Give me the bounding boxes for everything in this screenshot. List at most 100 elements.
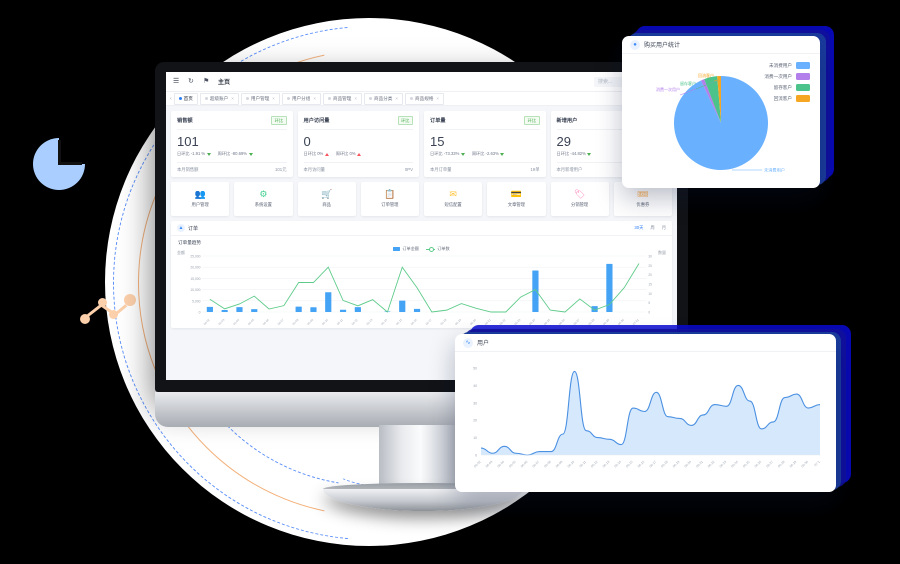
svg-text:10: 10 <box>473 436 477 440</box>
delta: 日环比 -44.82% <box>557 151 592 157</box>
tab-dot-icon <box>178 97 182 100</box>
tab-2[interactable]: 用户管理 × <box>240 92 280 105</box>
hamburger-icon[interactable]: ☰ <box>173 77 180 85</box>
footer-value: 0PV <box>404 167 413 172</box>
shortcut-文章管理[interactable]: 💳 文章管理 <box>487 182 546 216</box>
tab-dot-icon <box>245 97 249 100</box>
tab-6[interactable]: 商品规格 × <box>405 92 445 105</box>
shortcut-短信配置[interactable]: ✉ 短信配置 <box>424 182 483 216</box>
svg-text:40: 40 <box>473 384 477 388</box>
pie-legend-item[interactable]: 消费一次用户 <box>764 73 810 80</box>
svg-text:5,000: 5,000 <box>192 299 200 303</box>
shortcut-分销管理[interactable]: 🏷 分销管理 <box>550 182 609 216</box>
pie-legend-label: 回流客户 <box>773 95 792 101</box>
pie-legend-swatch <box>796 84 810 91</box>
svg-text:06-12: 06-12 <box>590 460 599 469</box>
shortcut-订单管理[interactable]: 📋 订单管理 <box>360 182 419 216</box>
decorative-scatter-icon <box>78 288 140 330</box>
app-topbar: ☰ ↻ ⚑ 主页 搜索... <box>166 72 677 92</box>
stat-card-row: 销售额 环比 101 日环比 -1.91 % 周环比 -80.69% 本月销售额 101元 用… <box>171 111 672 177</box>
pie-legend-swatch <box>796 62 810 69</box>
svg-text:06-08: 06-08 <box>291 318 299 326</box>
tab-3[interactable]: 用户分组 × <box>281 92 321 105</box>
tab-5[interactable]: 商品分类 × <box>364 92 404 105</box>
home-icon[interactable]: ⚑ <box>203 77 210 85</box>
close-icon[interactable]: × <box>436 96 440 101</box>
shortcut-系统设置[interactable]: ⚙ 系统设置 <box>234 182 293 216</box>
cart-icon: 🛒 <box>321 189 333 199</box>
close-icon[interactable]: × <box>354 96 357 101</box>
svg-text:10: 10 <box>648 292 652 296</box>
svg-text:15,000: 15,000 <box>190 277 200 281</box>
pie-popup-header: ● 购买用户统计 <box>622 36 820 54</box>
range-tab-月[interactable]: 月 <box>661 225 666 230</box>
stat-card-deltas: 日环比 -44.82% <box>557 151 667 162</box>
legend-item-amount[interactable]: 订单金额 <box>393 246 419 252</box>
stat-card-footer: 本月订单量 19单 <box>430 162 540 177</box>
close-icon[interactable]: × <box>313 96 316 101</box>
svg-text:回流客户: 回流客户 <box>698 72 714 78</box>
y-axis-right-label: 数量 <box>658 250 666 255</box>
svg-text:20,000: 20,000 <box>190 266 200 270</box>
svg-text:06-29: 06-29 <box>789 460 798 469</box>
range-tab-30天[interactable]: 30天 <box>634 225 644 230</box>
svg-text:06-08: 06-08 <box>543 460 552 469</box>
svg-text:06-09: 06-09 <box>555 460 564 469</box>
tab-4[interactable]: 商品管理 × <box>322 92 362 105</box>
shortcut-label: 优惠券 <box>636 202 650 207</box>
tab-0[interactable]: 首页 <box>173 92 198 105</box>
close-icon[interactable]: × <box>231 96 234 101</box>
y-axis-left-label: 金额 <box>177 250 185 255</box>
stat-card-deltas: 日环比 -73.33% 周环比 -2.63% <box>430 151 540 162</box>
shortcut-label: 订单管理 <box>381 202 399 207</box>
svg-text:06-11: 06-11 <box>578 460 587 469</box>
svg-text:06-17: 06-17 <box>648 460 657 469</box>
footer-label: 本月访问量 <box>303 167 325 172</box>
svg-text:06-06: 06-06 <box>520 460 529 469</box>
svg-text:06-18: 06-18 <box>660 460 669 469</box>
svg-text:06-26: 06-26 <box>558 318 566 326</box>
tab-dot-icon <box>286 97 290 100</box>
svg-text:06-14: 06-14 <box>613 460 622 469</box>
pie-legend-item[interactable]: 留存客户 <box>764 84 810 91</box>
legend-swatch-line <box>426 247 436 252</box>
svg-text:06-15: 06-15 <box>625 460 634 469</box>
close-icon[interactable]: × <box>272 96 275 101</box>
svg-text:06-09: 06-09 <box>306 318 314 326</box>
refresh-icon[interactable]: ↻ <box>188 77 194 85</box>
stat-card-value: 101 <box>177 134 199 149</box>
svg-text:06-27: 06-27 <box>765 460 774 469</box>
legend-item-count[interactable]: 订单数 <box>426 246 450 252</box>
tab-label: 商品管理 <box>332 95 352 101</box>
order-panel: ▲ 订单 30天 周 月 订单量趋势 订单金额 <box>171 221 672 328</box>
svg-text:0: 0 <box>475 454 477 458</box>
chart-icon: ▲ <box>177 224 185 232</box>
stat-card-deltas: 日环比 -1.91 % 周环比 -80.69% <box>177 151 287 162</box>
shortcut-label: 短信配置 <box>444 202 462 207</box>
svg-text:06-24: 06-24 <box>730 460 739 469</box>
clipboard-icon: 📋 <box>384 189 396 199</box>
pie-legend-item[interactable]: 未消费用户 <box>764 62 810 69</box>
svg-text:15: 15 <box>648 282 652 286</box>
tab-label: 用户分组 <box>291 95 311 101</box>
order-chart-svg: 0 5,000 10,000 15,000 20,000 25,000 0 5 10 15 20 25… <box>190 254 652 326</box>
footer-label: 本月新增用户 <box>556 167 583 172</box>
svg-text:06-13: 06-13 <box>365 318 373 326</box>
range-tab-周[interactable]: 周 <box>650 225 655 230</box>
pie-popup-title: 购买用户统计 <box>644 43 681 49</box>
tab-1[interactable]: 超级账户 × <box>199 92 239 105</box>
svg-text:06-28: 06-28 <box>777 460 786 469</box>
tab-bar: ‹ 首页 超级账户 × 用户管理 × 用户分组 × 商品管理 × 商品分类 × 商品规格 × <box>166 92 677 106</box>
svg-text:06-03: 06-03 <box>217 318 225 326</box>
status-badge: 环比 <box>524 116 540 125</box>
stat-card-title: 销售额 <box>177 118 193 124</box>
pie-legend-item[interactable]: 回流客户 <box>764 95 810 102</box>
close-icon[interactable]: × <box>395 96 399 101</box>
decorative-pie-icon <box>33 138 85 190</box>
shortcut-用户管理[interactable]: 👥 用户管理 <box>171 182 230 216</box>
chevron-left-icon[interactable]: ‹ <box>170 95 172 102</box>
shortcut-商品[interactable]: 🛒 商品 <box>297 182 356 216</box>
users-icon: 👥 <box>194 189 206 199</box>
tab-label: 首页 <box>183 95 193 101</box>
